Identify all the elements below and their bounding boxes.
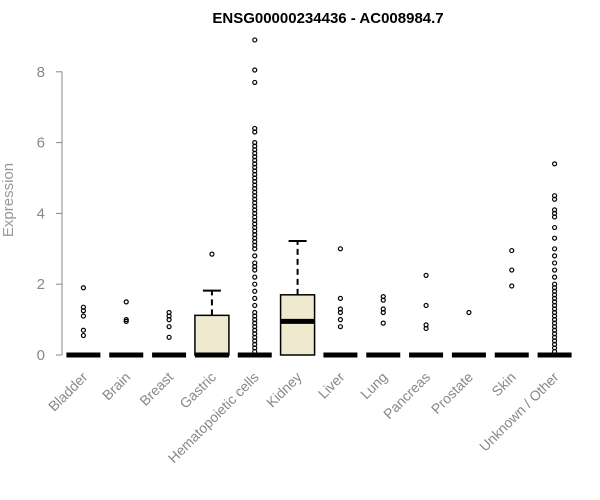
box-kidney (279, 240, 316, 356)
outlier-point (166, 334, 172, 340)
box-prostate (451, 309, 486, 358)
outlier-point (337, 306, 344, 312)
x-tick-label: Breast (136, 369, 176, 409)
x-tick-label: Lung (357, 369, 390, 402)
outlier-point (380, 306, 386, 312)
outlier-point (551, 267, 558, 273)
outlier-point (252, 260, 258, 266)
x-tick-label: Unknown / Other (476, 369, 562, 455)
y-tick-label: 6 (37, 135, 45, 152)
outlier-point (551, 207, 558, 213)
chart-title: ENSG00000234436 - AC008984.7 (212, 10, 443, 27)
outlier-point (551, 260, 558, 266)
outlier-point (123, 318, 129, 324)
box-pancreas (409, 272, 444, 358)
outlier-point (509, 247, 515, 254)
outlier-point (380, 293, 386, 300)
outlier-point (551, 253, 558, 259)
outlier-point (509, 283, 515, 289)
outlier-point (80, 332, 87, 339)
outlier-point (252, 302, 258, 309)
outlier-point (551, 224, 558, 231)
outlier-point (509, 267, 515, 273)
box-liver (323, 246, 358, 358)
outlier-point (551, 193, 558, 199)
outlier-point (337, 295, 344, 301)
x-tick-label: Kidney (263, 369, 305, 411)
outlier-point (423, 322, 429, 328)
outlier-point (551, 235, 558, 241)
box-skin (494, 247, 529, 358)
outlier-point (337, 324, 344, 330)
x-tick-label: Liver (315, 369, 348, 402)
outlier-point (166, 309, 172, 316)
x-tick-label: Brain (99, 369, 133, 403)
outlier-point (252, 253, 258, 259)
box-iqr (194, 314, 230, 356)
outlier-point (252, 288, 258, 294)
box-gastric (194, 251, 230, 358)
plot-area (66, 37, 572, 358)
x-tick-label: Pancreas (380, 369, 433, 422)
outlier-point (466, 309, 472, 316)
outlier-point (252, 281, 258, 287)
outlier-point (80, 304, 87, 310)
outlier-point (80, 313, 87, 319)
outlier-point (80, 285, 87, 291)
box-brain (109, 299, 144, 358)
outlier-point (252, 79, 258, 86)
outlier-point (209, 251, 215, 257)
box-bladder (66, 285, 101, 358)
y-tick-label: 8 (37, 64, 45, 81)
outlier-point (551, 274, 558, 280)
box-lung (366, 293, 401, 358)
box-iqr (279, 294, 316, 356)
x-tick-label: Gastric (176, 369, 219, 412)
x-tick-label: Skin (488, 369, 519, 400)
outlier-point (423, 272, 429, 278)
outlier-point (252, 125, 258, 132)
x-tick-label: Prostate (428, 369, 476, 417)
y-axis: 0 2 4 6 8 (37, 64, 63, 364)
outlier-point (123, 299, 129, 305)
outlier-point (252, 37, 258, 43)
outlier-point (337, 246, 344, 252)
box-hematopoietic-cells (237, 37, 272, 358)
box-breast (152, 309, 187, 358)
x-tick-label: Bladder (45, 369, 91, 415)
outlier-point (551, 161, 558, 167)
y-tick-label: 4 (37, 205, 45, 222)
outlier-point (80, 327, 87, 333)
outlier-point (123, 317, 129, 323)
y-axis-title: Expression (0, 163, 17, 237)
outlier-point (166, 324, 172, 330)
y-tick-label: 2 (37, 276, 45, 293)
outlier-point (252, 67, 258, 73)
outlier-point (551, 246, 558, 252)
outlier-point (380, 320, 386, 326)
outlier-point (252, 309, 258, 316)
outlier-point (337, 317, 344, 323)
outlier-point (423, 302, 429, 309)
outlier-point (252, 140, 258, 146)
box-unknown-other (537, 161, 572, 358)
outlier-point (252, 274, 258, 280)
outlier-point (551, 281, 558, 287)
y-tick-label: 0 (37, 347, 45, 364)
outlier-point (252, 295, 258, 301)
